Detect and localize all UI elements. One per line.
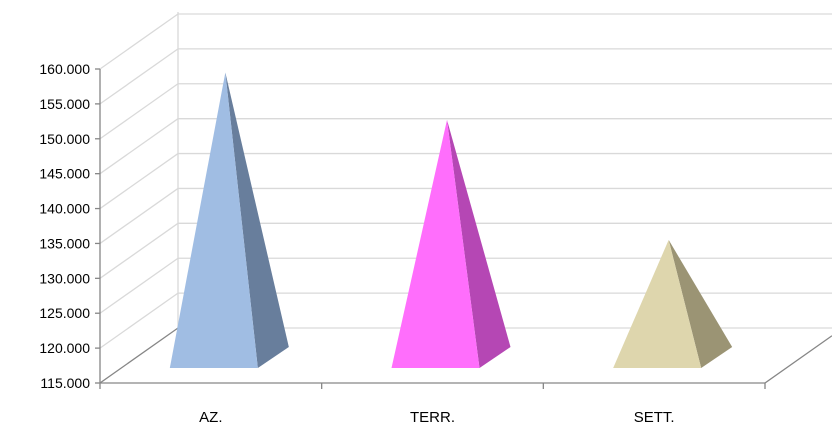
y-tick-labels: 115.000 120.000 125.000 130.000 135.000 140.0… <box>39 61 90 391</box>
y-tick-label: 155.000 <box>39 96 90 112</box>
category-labels: AZ. TERR. SETT. <box>199 409 674 426</box>
category-label: AZ. <box>199 409 222 426</box>
pyramid-front-face <box>169 72 258 368</box>
y-tick-label: 125.000 <box>39 305 90 321</box>
y-tick-label: 120.000 <box>39 340 90 356</box>
gridline-depth <box>99 292 179 349</box>
category-label: TERR. <box>410 409 455 426</box>
pyramid-front-face <box>613 239 702 368</box>
gridline-depth <box>99 83 179 140</box>
pyramid-az <box>169 72 289 368</box>
y-tick-label: 160.000 <box>39 61 90 77</box>
gridline-depth <box>99 187 179 244</box>
value-axis <box>95 68 766 389</box>
y-tick-label: 115.000 <box>40 375 90 391</box>
gridline-depth <box>99 118 179 175</box>
y-tick-label: 145.000 <box>39 166 90 182</box>
pyramid-side-face <box>225 72 289 368</box>
gridline-depth <box>99 153 179 210</box>
pyramid-side-face <box>668 239 733 368</box>
gridline-depth <box>99 222 179 279</box>
gridlines <box>99 13 832 349</box>
floor-right-edge <box>764 335 832 384</box>
y-tick-label: 135.000 <box>39 235 90 251</box>
y-tick-label: 150.000 <box>39 131 90 147</box>
gridline-depth <box>99 48 179 105</box>
pyramid-side-face <box>447 119 511 368</box>
pyramid-front-face <box>391 119 480 368</box>
category-label: SETT. <box>634 409 675 426</box>
pyramid-sett <box>613 239 733 368</box>
gridline-depth <box>99 13 179 70</box>
y-tick-label: 130.000 <box>39 270 90 286</box>
y-tick-label: 140.000 <box>39 201 90 217</box>
pyramid-terr <box>391 119 511 368</box>
pyramid-bars <box>169 72 733 368</box>
gridline-depth <box>99 257 179 314</box>
floor-left-edge <box>99 327 179 384</box>
